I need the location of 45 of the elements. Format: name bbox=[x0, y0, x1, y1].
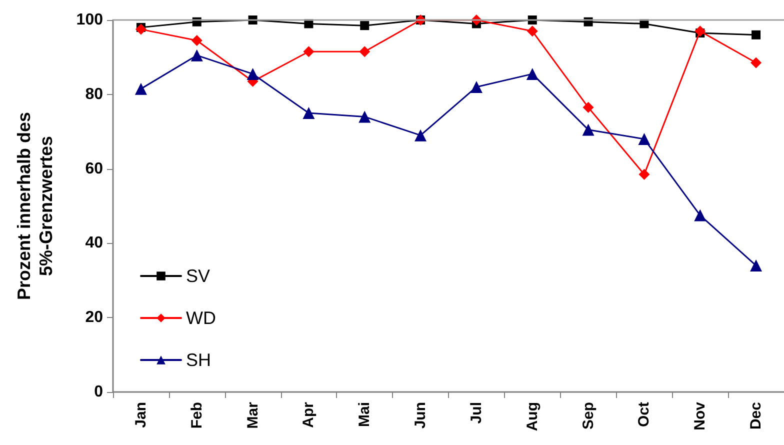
point bbox=[246, 68, 259, 80]
x-tick-label: Oct bbox=[636, 402, 653, 428]
point bbox=[359, 46, 370, 58]
y-axis-title: Prozent innerhalb des 5%-Grenzwertes bbox=[14, 112, 56, 300]
legend-label: SH bbox=[186, 350, 212, 370]
point bbox=[358, 110, 371, 123]
point bbox=[191, 34, 202, 46]
legend-label: WD bbox=[186, 308, 216, 328]
x-tick-label: Dec bbox=[748, 402, 765, 430]
point bbox=[470, 80, 482, 93]
x-tick-label: Jun bbox=[412, 402, 430, 429]
point bbox=[750, 260, 762, 272]
x-tick-label: Aug bbox=[524, 402, 541, 432]
point bbox=[526, 68, 538, 80]
point bbox=[135, 24, 146, 35]
point bbox=[694, 26, 706, 37]
y-tick-label: 0 bbox=[94, 384, 104, 400]
point bbox=[694, 209, 706, 222]
x-tick-label: Jul bbox=[468, 402, 485, 424]
x-tick-label: Feb bbox=[188, 402, 206, 429]
point bbox=[360, 21, 370, 30]
y-tick-label: 40 bbox=[85, 234, 104, 252]
point bbox=[526, 26, 538, 37]
point bbox=[134, 82, 147, 95]
point bbox=[582, 102, 594, 113]
point bbox=[638, 133, 650, 146]
point bbox=[750, 57, 762, 68]
x-tick-label: Mai bbox=[356, 402, 374, 428]
x-tick-label: Mar bbox=[244, 402, 262, 429]
y-tick-label: 100 bbox=[76, 12, 104, 28]
y-tick-label: 20 bbox=[85, 309, 104, 326]
point bbox=[302, 107, 315, 119]
x-tick-label: Nov bbox=[692, 401, 709, 430]
point bbox=[752, 30, 761, 40]
point bbox=[414, 129, 427, 142]
point bbox=[582, 124, 594, 136]
y-tick-label: 80 bbox=[85, 86, 104, 103]
point bbox=[190, 49, 203, 62]
x-tick-label: Sep bbox=[580, 402, 597, 430]
point bbox=[638, 168, 650, 180]
y-tick-label: 60 bbox=[85, 160, 104, 178]
x-tick-label: Apr bbox=[300, 402, 318, 428]
point bbox=[303, 46, 314, 58]
legend-label: SV bbox=[186, 266, 210, 286]
x-tick-label: Jan bbox=[132, 402, 150, 428]
